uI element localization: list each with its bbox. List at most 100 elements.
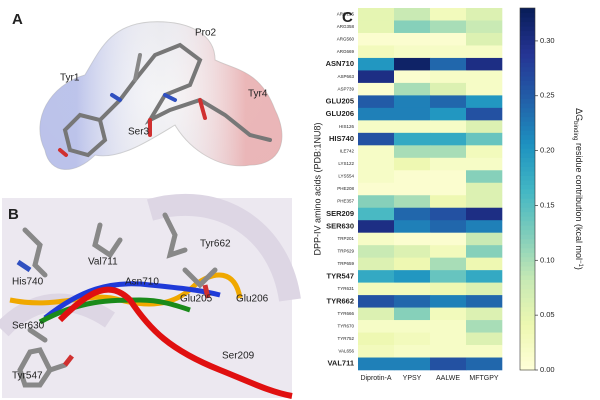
colorbar-segment	[520, 261, 535, 267]
colorbar-segment	[520, 315, 535, 321]
residue-label: Tyr1	[60, 73, 80, 84]
heatmap-cell	[466, 307, 503, 321]
heatmap-cell	[466, 332, 503, 346]
heatmap-cell	[394, 45, 431, 59]
colorbar-segment	[520, 116, 535, 122]
heatmap-cell	[358, 182, 395, 196]
y-tick-label: VAL711	[327, 359, 354, 368]
heatmap-cell	[358, 82, 395, 96]
colorbar-segment	[520, 306, 535, 312]
colorbar-segment	[520, 184, 535, 190]
heatmap-cell	[430, 82, 467, 96]
x-tick-label: AALWE	[436, 375, 460, 382]
heatmap-cell	[430, 20, 467, 34]
heatmap-cell	[394, 195, 431, 209]
residue-label: Ser3	[128, 127, 150, 138]
residue-label: Ser630	[12, 321, 45, 332]
colorbar-segment	[520, 347, 535, 353]
heatmap-cell	[466, 282, 503, 296]
colorbar-segment	[520, 84, 535, 90]
heatmap-cell	[394, 295, 431, 308]
heatmap-cell	[466, 57, 503, 71]
heatmap-cell	[430, 120, 467, 134]
colorbar-segment	[520, 211, 535, 217]
y-tick-label: TYR670	[337, 323, 354, 328]
heatmap-cell	[430, 132, 467, 146]
heatmap-cell	[394, 182, 431, 196]
colorbar-segment	[520, 293, 535, 299]
protein-ribbon	[146, 193, 301, 302]
heatmap-cell	[358, 207, 395, 221]
heatmap-cell	[358, 20, 395, 34]
heatmap-cell	[358, 8, 395, 21]
heatmap-cell	[430, 357, 467, 371]
y-tick-label: ARG125	[337, 11, 355, 16]
heatmap-cell	[430, 282, 467, 296]
colorbar-segment	[520, 179, 535, 185]
colorbar-segment	[520, 107, 535, 113]
heatmap-cell	[430, 270, 467, 283]
x-tick-label: MFTGPY	[469, 375, 498, 382]
colorbar-segment	[520, 35, 535, 41]
colorbar-label: ΔGbinding residue contribution (kcal mol…	[572, 108, 583, 270]
y-tick-label: ARG669	[337, 49, 355, 54]
colorbar-segment	[520, 225, 535, 231]
heatmap-cell	[466, 45, 503, 59]
residue-label: Val711	[88, 257, 118, 268]
colorbar-tick-label: 0.25	[540, 91, 555, 100]
colorbar-segment	[520, 75, 535, 81]
colorbar-segment	[520, 57, 535, 63]
heatmap-cell	[430, 295, 467, 308]
heatmap-cell	[394, 95, 431, 109]
hetero-atom	[16, 259, 32, 273]
heatmap-cell	[466, 195, 503, 209]
heatmap-cell	[430, 57, 467, 71]
heatmap-cell	[430, 245, 467, 258]
y-tick-label: ARG560	[337, 36, 355, 41]
colorbar-segment	[520, 134, 535, 140]
y-tick-label: TYR752	[337, 336, 354, 341]
colorbar-segment	[520, 152, 535, 158]
hetero-atoms	[58, 93, 207, 157]
heatmap-cell	[358, 220, 395, 233]
y-tick-label: TYR631	[337, 286, 354, 291]
colorbar-segment	[520, 8, 535, 14]
ligand-ribbon	[43, 281, 221, 320]
residue-label: Asn710	[125, 277, 159, 288]
heatmap-cell	[358, 307, 395, 321]
colorbar-segment	[520, 324, 535, 330]
heatmap-cell	[394, 345, 431, 358]
heatmap-cell	[394, 270, 431, 283]
heatmap-cell	[466, 320, 503, 333]
y-tick-label: ARG358	[337, 24, 355, 29]
heatmap-cell	[466, 232, 503, 246]
panel-b: B Tyr662 Val711 Asn710 His740 Glu205 Glu…	[0, 193, 301, 399]
heatmap-cell	[466, 257, 503, 271]
y-tick-label: ASP663	[337, 74, 354, 79]
colorbar-segment	[520, 329, 535, 335]
y-tick-label: PHE357	[337, 199, 354, 204]
y-tick-label: HIS740	[329, 134, 354, 143]
y-tick-label: TRP201	[337, 236, 354, 241]
heatmap-cell	[358, 282, 395, 296]
heatmap-cell	[466, 170, 503, 184]
heatmap-cell	[430, 107, 467, 121]
colorbar-segment	[520, 71, 535, 77]
ligand-sticks	[62, 42, 272, 158]
heatmap-cell	[466, 132, 503, 146]
heatmap-cell	[394, 282, 431, 296]
heatmap-cell	[466, 32, 503, 46]
heatmap-cell	[358, 270, 395, 283]
heatmap-cell	[358, 45, 395, 59]
heatmap-cell	[394, 170, 431, 184]
colorbar-tick-label: 0.20	[540, 146, 555, 155]
colorbar-segment	[520, 48, 535, 54]
panel-label: A	[12, 11, 23, 28]
panel-label: C	[342, 9, 353, 26]
heatmap-cell	[430, 182, 467, 196]
colorbar-segment	[520, 98, 535, 104]
heatmap-cell	[466, 8, 503, 21]
residue-sticks	[17, 212, 218, 388]
